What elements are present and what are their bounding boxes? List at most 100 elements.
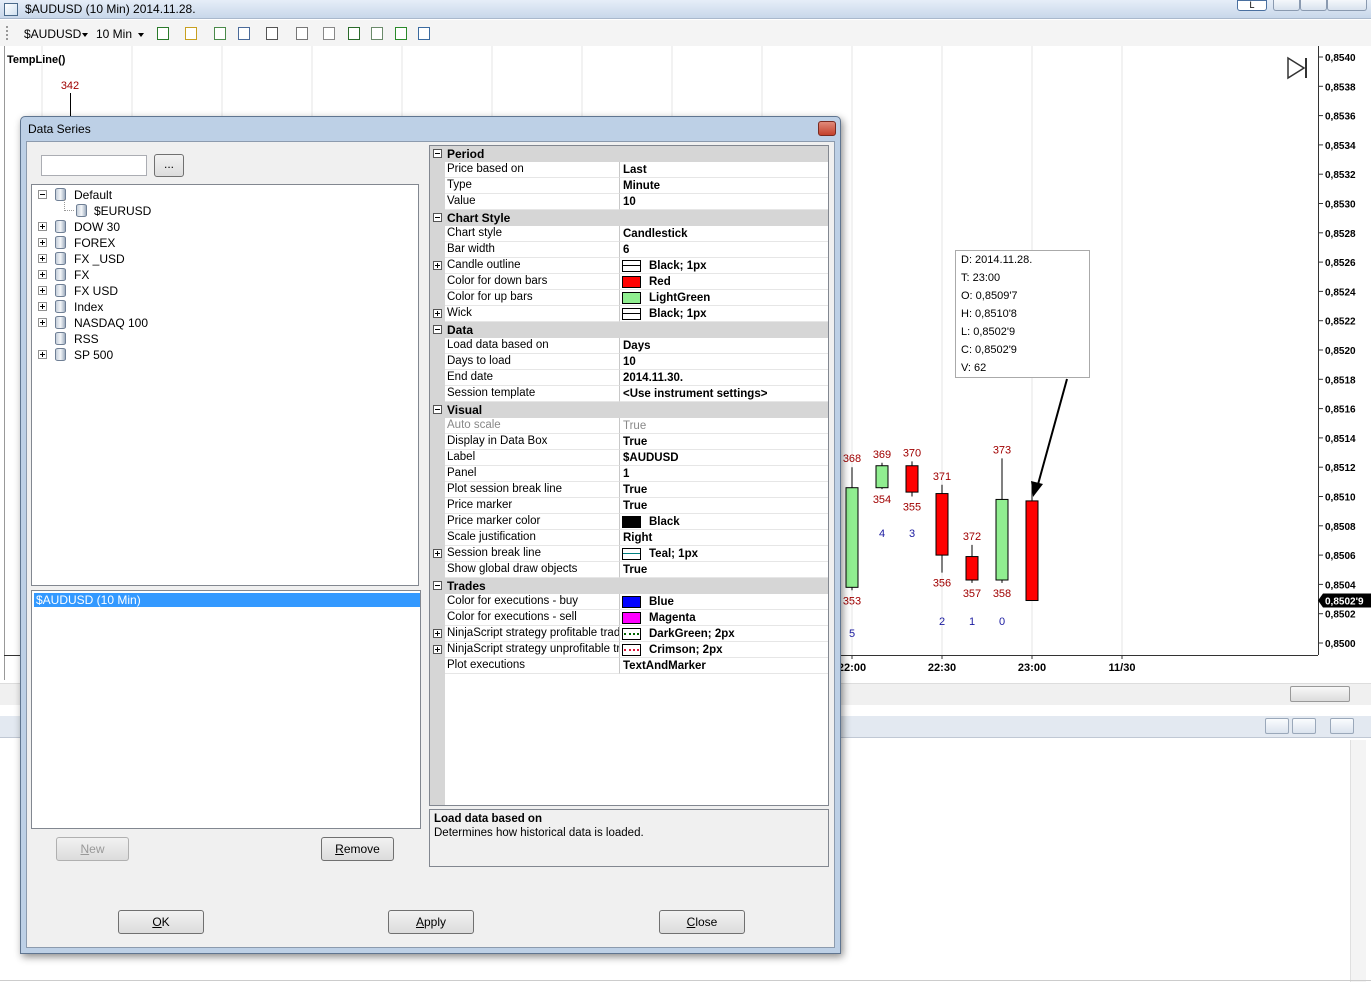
property-value[interactable]: Last (623, 164, 647, 176)
tree-node[interactable]: FX (74, 268, 90, 282)
tree-expander[interactable] (38, 286, 47, 295)
property-value[interactable]: 6 (623, 244, 630, 256)
property-expander[interactable] (433, 261, 442, 270)
property-expander[interactable] (433, 549, 442, 558)
tree-expander[interactable] (38, 254, 47, 263)
property-expander[interactable] (433, 405, 442, 414)
property-value[interactable]: $AUDUSD (623, 452, 679, 464)
property-name[interactable]: Color for up bars (445, 290, 620, 306)
property-name[interactable]: Color for executions - buy (445, 594, 620, 610)
tree-node[interactable]: FOREX (74, 236, 116, 250)
series-item[interactable]: $AUDUSD (10 Min) (34, 593, 420, 607)
property-value[interactable]: LightGreen (649, 292, 711, 304)
pane-button[interactable] (1292, 718, 1316, 734)
tree-node[interactable]: $EURUSD (94, 204, 152, 218)
property-name[interactable]: Display in Data Box (445, 434, 620, 450)
property-value[interactable]: Black (649, 516, 680, 528)
property-expander[interactable] (433, 645, 442, 654)
property-value[interactable]: Red (649, 276, 671, 288)
toolbar-icon[interactable] (238, 27, 250, 40)
property-value[interactable]: <Use instrument settings> (623, 388, 768, 400)
property-name[interactable]: Chart style (445, 226, 620, 242)
property-name[interactable]: Session break line (445, 546, 620, 562)
pane-button[interactable] (1330, 718, 1354, 734)
property-expander[interactable] (433, 581, 442, 590)
toolbar-icon[interactable] (185, 27, 197, 40)
property-value[interactable]: Blue (649, 596, 674, 608)
window-button[interactable] (1273, 0, 1300, 11)
property-name[interactable]: Plot session break line (445, 482, 620, 498)
tree-expander[interactable] (38, 222, 47, 231)
toolbar-icon[interactable] (418, 27, 430, 40)
toolbar-icon[interactable] (371, 27, 383, 40)
search-box[interactable] (41, 155, 147, 176)
property-value[interactable]: Candlestick (623, 228, 688, 240)
tree-node[interactable]: SP 500 (74, 348, 114, 362)
tree-node[interactable]: DOW 30 (74, 220, 121, 234)
property-expander[interactable] (433, 309, 442, 318)
tree-node[interactable]: Index (74, 300, 104, 314)
property-value[interactable]: Magenta (649, 612, 696, 624)
property-value[interactable]: 10 (623, 356, 636, 368)
layout-badge[interactable]: L (1237, 0, 1267, 11)
property-value[interactable]: Minute (623, 180, 661, 192)
period-dropdown[interactable]: 10 Min (96, 27, 133, 41)
property-value[interactable]: Black; 1px (649, 260, 707, 272)
property-value[interactable]: Teal; 1px (649, 548, 698, 560)
tree-expander[interactable] (38, 302, 47, 311)
pane-button[interactable] (1265, 718, 1289, 734)
property-value[interactable]: Black; 1px (649, 308, 707, 320)
property-value[interactable]: Crimson; 2px (649, 644, 723, 656)
property-name[interactable]: NinjaScript strategy unprofitable trade (445, 642, 620, 658)
tree-node[interactable]: FX USD (74, 284, 119, 298)
property-value[interactable]: 10 (623, 196, 636, 208)
property-value[interactable]: DarkGreen; 2px (649, 628, 735, 640)
tree-node[interactable]: Default (74, 188, 113, 202)
property-value[interactable]: True (623, 500, 648, 512)
scroll-thumb[interactable] (1290, 686, 1350, 702)
property-name[interactable]: Plot executions (445, 658, 620, 674)
window-button[interactable] (1300, 0, 1327, 11)
new-button[interactable]: New (56, 837, 129, 861)
close-button[interactable]: Close (659, 910, 745, 934)
property-name[interactable]: Show global draw objects (445, 562, 620, 578)
tree-expander[interactable] (38, 270, 47, 279)
property-name[interactable]: Price based on (445, 162, 620, 178)
property-name[interactable]: Bar width (445, 242, 620, 258)
property-value[interactable]: True (623, 420, 647, 432)
remove-button[interactable]: Remove (321, 837, 394, 861)
apply-button[interactable]: Apply (388, 910, 474, 934)
property-name[interactable]: Wick (445, 306, 620, 322)
property-name[interactable]: NinjaScript strategy profitable trade (445, 626, 620, 642)
property-value[interactable]: True (623, 564, 648, 576)
tree-node[interactable]: NASDAQ 100 (74, 316, 149, 330)
property-name[interactable]: Load data based on (445, 338, 620, 354)
tree-node[interactable]: RSS (74, 332, 99, 346)
property-name[interactable]: Type (445, 178, 620, 194)
toolbar-icon[interactable] (296, 27, 308, 40)
property-name[interactable]: Color for executions - sell (445, 610, 620, 626)
property-expander[interactable] (433, 213, 442, 222)
dialog-close[interactable] (818, 121, 836, 136)
property-value[interactable]: Days (623, 340, 651, 352)
property-name[interactable]: Price marker color (445, 514, 620, 530)
instrument-dropdown[interactable]: $AUDUSD (24, 27, 82, 41)
property-value[interactable]: Right (623, 532, 653, 544)
toolbar-icon[interactable] (157, 27, 169, 40)
ok-button[interactable]: OK (118, 910, 204, 934)
tree-expander[interactable] (38, 190, 47, 199)
property-expander[interactable] (433, 325, 442, 334)
property-name[interactable]: Panel (445, 466, 620, 482)
property-expander[interactable] (433, 149, 442, 158)
tree-node[interactable]: FX _USD (74, 252, 125, 266)
toolbar-icon[interactable] (323, 27, 335, 40)
property-name[interactable]: Days to load (445, 354, 620, 370)
property-name[interactable]: Auto scale (445, 418, 620, 434)
toolbar-icon[interactable] (395, 27, 407, 40)
toolbar-icon[interactable] (266, 27, 278, 40)
tree-expander[interactable] (38, 350, 47, 359)
toolbar-icon[interactable] (348, 27, 360, 40)
property-name[interactable]: Scale justification (445, 530, 620, 546)
toolbar-icon[interactable] (214, 27, 226, 40)
property-value[interactable]: True (623, 436, 648, 448)
